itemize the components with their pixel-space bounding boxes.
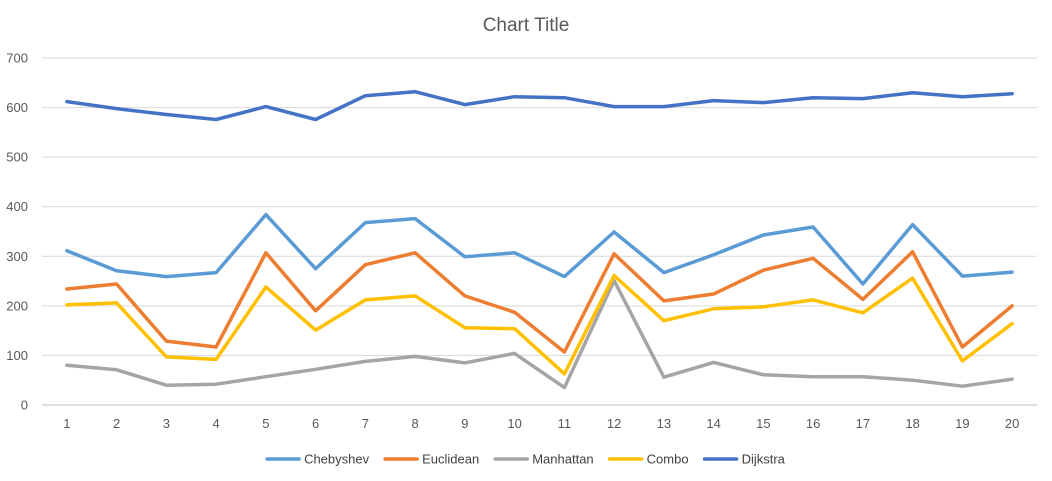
x-axis: 1 2 3 4 5 6 7 8 9 10 11 12 13 14 15 16 17 18 19 20: [63, 416, 1019, 431]
x-tick-label: 14: [706, 416, 720, 431]
y-tick-label: 500: [6, 150, 28, 165]
x-tick-label: 6: [312, 416, 319, 431]
x-tick-label: 9: [461, 416, 468, 431]
x-tick-label: 5: [262, 416, 269, 431]
series-line-manhattan: [65, 278, 1014, 390]
x-tick-label: 2: [113, 416, 120, 431]
y-tick-label: 700: [6, 51, 28, 66]
x-tick-label: 11: [558, 416, 572, 431]
series-lines: [65, 89, 1014, 390]
legend-item-dijkstra[interactable]: Dijkstra: [702, 452, 786, 467]
series-line-euclidean: [65, 250, 1014, 354]
legend: Chebyshev Euclidean Manhattan Combo Dijkstra: [265, 452, 786, 467]
legend-item-combo[interactable]: Combo: [607, 452, 689, 467]
x-tick-label: 20: [1005, 416, 1019, 431]
legend-item-manhattan[interactable]: Manhattan: [493, 452, 594, 467]
legend-label: Manhattan: [532, 452, 593, 467]
y-tick-label: 200: [6, 298, 28, 313]
y-tick-label: 0: [21, 398, 28, 413]
chart-title: Chart Title: [483, 15, 570, 36]
y-tick-label: 100: [6, 348, 28, 363]
series-line-combo: [65, 273, 1014, 376]
x-tick-label: 19: [955, 416, 969, 431]
x-tick-label: 7: [362, 416, 369, 431]
series-line-chebyshev: [65, 212, 1014, 286]
x-tick-label: 18: [905, 416, 919, 431]
x-tick-label: 17: [856, 416, 870, 431]
x-tick-label: 15: [756, 416, 770, 431]
y-tick-label: 400: [6, 199, 28, 214]
x-tick-label: 13: [657, 416, 671, 431]
legend-label: Dijkstra: [742, 452, 786, 467]
x-tick-label: 12: [607, 416, 621, 431]
gridlines: [42, 57, 1037, 406]
legend-label: Chebyshev: [304, 452, 370, 467]
x-tick-label: 1: [63, 416, 70, 431]
x-tick-label: 10: [507, 416, 521, 431]
x-tick-label: 4: [213, 416, 220, 431]
series-line-dijkstra: [65, 89, 1014, 122]
legend-item-chebyshev[interactable]: Chebyshev: [265, 452, 370, 467]
legend-label: Euclidean: [422, 452, 479, 467]
x-tick-label: 16: [806, 416, 820, 431]
legend-label: Combo: [647, 452, 689, 467]
y-tick-label: 600: [6, 100, 28, 115]
x-tick-label: 3: [163, 416, 170, 431]
legend-item-euclidean[interactable]: Euclidean: [383, 452, 479, 467]
y-axis: 0 100 200 300 400 500 600 700: [6, 51, 28, 413]
y-tick-label: 300: [6, 249, 28, 264]
x-tick-label: 8: [412, 416, 419, 431]
